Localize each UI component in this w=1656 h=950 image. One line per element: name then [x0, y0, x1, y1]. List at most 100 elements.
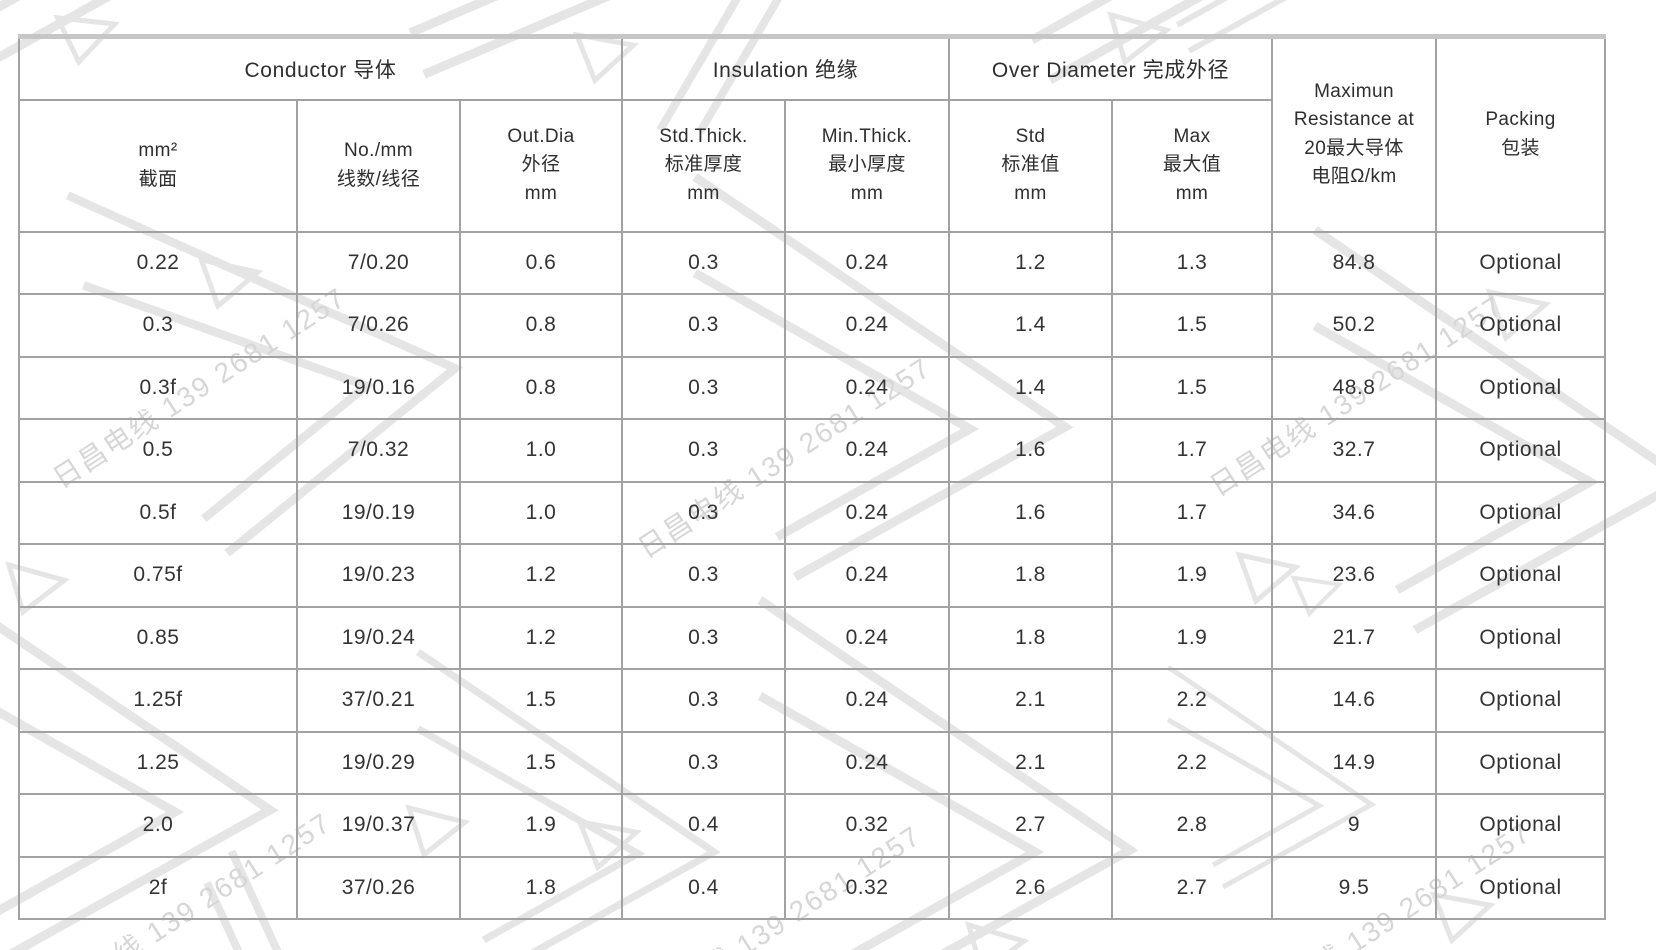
table-cell: 2.0 [18, 793, 298, 858]
header-max-resistance: Maximun Resistance at 20最大导体 电阻Ω/km [1271, 35, 1438, 233]
header-col-no-mm: No./mm 线数/线径 [296, 98, 461, 233]
table-cell: 23.6 [1271, 543, 1438, 608]
table-cell: Optional [1435, 793, 1607, 858]
table-row: 2f 37/0.26 1.8 0.4 0.32 2.6 2.7 9.5 Optional [18, 855, 1607, 920]
table-cell: Optional [1435, 668, 1607, 733]
table-cell: 1.5 [1110, 355, 1274, 420]
table-cell: 1.9 [1110, 605, 1274, 670]
table-cell: 2f [18, 855, 298, 920]
table-cell: 1.3 [1110, 230, 1274, 295]
table-cell: 7/0.26 [296, 293, 461, 358]
table-cell: 0.24 [784, 668, 950, 733]
table-cell: 0.32 [784, 855, 950, 920]
table-cell: 0.24 [784, 293, 950, 358]
table-row: 0.3 7/0.26 0.8 0.3 0.24 1.4 1.5 50.2 Optional [18, 293, 1607, 358]
table-cell: 0.3 [621, 293, 786, 358]
table-cell: 37/0.21 [296, 668, 461, 733]
table-cell: 7/0.20 [296, 230, 461, 295]
table-cell: 19/0.24 [296, 605, 461, 670]
table-cell: 19/0.19 [296, 480, 461, 545]
table-cell: 1.4 [948, 355, 1113, 420]
table-cell: 2.2 [1110, 730, 1274, 795]
table-cell: 2.6 [948, 855, 1113, 920]
table-cell: Optional [1435, 418, 1607, 483]
table-cell: 0.3 [621, 355, 786, 420]
table-cell: 32.7 [1271, 418, 1438, 483]
table-cell: 0.3 [621, 418, 786, 483]
table-cell: Optional [1435, 855, 1607, 920]
header-conductor-group: Conductor 导体 [18, 35, 623, 101]
table-cell: 0.3f [18, 355, 298, 420]
header-col-od-std: Std 标准值 mm [948, 98, 1113, 233]
table-cell: 0.4 [621, 793, 786, 858]
table-cell: 50.2 [1271, 293, 1438, 358]
table-cell: 0.8 [459, 355, 623, 420]
table-row: 0.3f 19/0.16 0.8 0.3 0.24 1.4 1.5 48.8 Optional [18, 355, 1607, 420]
table-cell: 9 [1271, 793, 1438, 858]
table-cell: Optional [1435, 480, 1607, 545]
table-cell: 1.6 [948, 480, 1113, 545]
table-cell: 19/0.16 [296, 355, 461, 420]
table-cell: 1.8 [459, 855, 623, 920]
table-cell: 0.24 [784, 730, 950, 795]
table-cell: 84.8 [1271, 230, 1438, 295]
table-cell: Optional [1435, 730, 1607, 795]
table-cell: 14.6 [1271, 668, 1438, 733]
table-cell: Optional [1435, 355, 1607, 420]
table-cell: 2.2 [1110, 668, 1274, 733]
table-cell: 2.1 [948, 668, 1113, 733]
table-cell: 1.25f [18, 668, 298, 733]
header-packing: Packing 包装 [1435, 35, 1607, 233]
table-cell: 0.3 [621, 730, 786, 795]
table-row: 2.0 19/0.37 1.9 0.4 0.32 2.7 2.8 9 Optional [18, 793, 1607, 858]
table-row: 0.22 7/0.20 0.6 0.3 0.24 1.2 1.3 84.8 Optional [18, 230, 1607, 295]
table-cell: 0.3 [18, 293, 298, 358]
header-col-out-dia: Out.Dia 外径 mm [459, 98, 623, 233]
table-cell: 1.7 [1110, 480, 1274, 545]
table-cell: 1.2 [459, 605, 623, 670]
table-cell: 0.3 [621, 605, 786, 670]
table-cell: 19/0.23 [296, 543, 461, 608]
header-col-min-thick: Min.Thick. 最小厚度 mm [784, 98, 950, 233]
table-cell: Optional [1435, 230, 1607, 295]
table-cell: 1.2 [948, 230, 1113, 295]
table-cell: 14.9 [1271, 730, 1438, 795]
table-cell: 1.0 [459, 418, 623, 483]
table-cell: 1.4 [948, 293, 1113, 358]
table-cell: 0.24 [784, 355, 950, 420]
table-cell: 1.9 [459, 793, 623, 858]
table-cell: 1.7 [1110, 418, 1274, 483]
table-cell: 1.6 [948, 418, 1113, 483]
table-cell: 0.6 [459, 230, 623, 295]
table-header: Conductor 导体 Insulation 绝缘 Over Diameter… [18, 35, 1607, 233]
header-group-row: Conductor 导体 Insulation 绝缘 Over Diameter… [18, 35, 1607, 233]
table-cell: 0.85 [18, 605, 298, 670]
table-cell: 0.3 [621, 543, 786, 608]
header-insulation-group: Insulation 绝缘 [621, 35, 950, 101]
table-cell: 0.5f [18, 480, 298, 545]
table-cell: 1.2 [459, 543, 623, 608]
table-cell: 0.3 [621, 230, 786, 295]
header-over-diameter-group: Over Diameter 完成外径 [947, 35, 1274, 101]
table-cell: 37/0.26 [296, 855, 461, 920]
table-cell: 48.8 [1271, 355, 1438, 420]
table-row: 0.5f 19/0.19 1.0 0.3 0.24 1.6 1.7 34.6 Optional [18, 480, 1607, 545]
table-cell: 19/0.29 [296, 730, 461, 795]
header-col-std-thick: Std.Thick. 标准厚度 mm [621, 98, 786, 233]
table-cell: 2.7 [1110, 855, 1274, 920]
table-cell: 1.5 [459, 668, 623, 733]
table-cell: 2.7 [948, 793, 1113, 858]
table-cell: Optional [1435, 293, 1607, 358]
header-col-section-mm2: mm² 截面 [18, 98, 298, 233]
table-cell: 0.3 [621, 480, 786, 545]
table-cell: 0.5 [18, 418, 298, 483]
table-cell: 0.24 [784, 230, 950, 295]
table-cell: 0.24 [784, 543, 950, 608]
table-cell: 9.5 [1271, 855, 1438, 920]
table-row: 0.85 19/0.24 1.2 0.3 0.24 1.8 1.9 21.7 Optional [18, 605, 1607, 670]
table-cell: 1.5 [459, 730, 623, 795]
table-cell: 0.24 [784, 418, 950, 483]
table-cell: 7/0.32 [296, 418, 461, 483]
table-cell: 19/0.37 [296, 793, 461, 858]
